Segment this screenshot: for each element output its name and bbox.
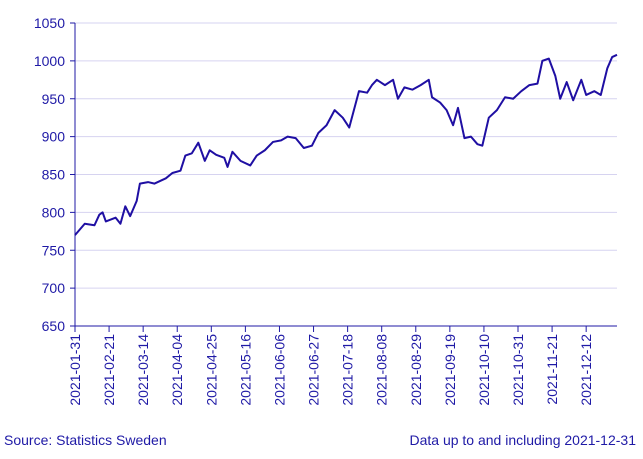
- y-tick-label: 650: [42, 318, 66, 334]
- x-tick-label: 2021-11-21: [544, 334, 560, 405]
- x-tick-label: 2021-03-14: [135, 334, 151, 406]
- y-tick-label: 750: [42, 242, 66, 258]
- data-line: [74, 53, 618, 236]
- x-tick-label: 2021-06-27: [306, 334, 322, 406]
- x-tick-label: 2021-04-04: [169, 334, 185, 406]
- x-tick-label: 2021-08-29: [408, 334, 424, 406]
- x-tick-label: 2021-01-31: [67, 334, 83, 406]
- x-tick-label: 2021-05-16: [237, 334, 253, 406]
- source: Source: Statistics Sweden: [4, 432, 167, 448]
- x-tick-label: 2021-02-21: [101, 334, 117, 406]
- y-tick-label: 900: [42, 129, 66, 145]
- y-tick-label: 1050: [34, 15, 65, 31]
- y-tick-label: 850: [42, 167, 66, 183]
- x-tick-label: 2021-12-12: [578, 334, 594, 406]
- x-tick-label: 2021-06-06: [271, 334, 287, 406]
- x-tick-label: 2021-10-10: [476, 334, 492, 406]
- y-tick-label: 1000: [34, 53, 65, 69]
- x-tick-label: 2021-08-08: [374, 334, 390, 406]
- y-tick-label: 950: [42, 91, 66, 107]
- x-tick-label: 2021-04-25: [203, 334, 219, 406]
- x-tick-label: 2021-07-18: [340, 334, 356, 406]
- x-tick-label: 2021-09-19: [442, 334, 458, 406]
- note: Data up to and including 2021-12-31: [409, 432, 636, 448]
- y-tick-label: 800: [42, 204, 66, 220]
- x-tick-label: 2021-10-31: [510, 334, 526, 406]
- y-tick-label: 700: [42, 280, 66, 296]
